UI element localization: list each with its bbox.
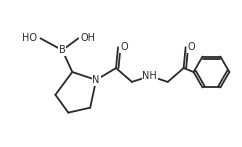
Text: B: B [59, 45, 66, 55]
Text: OH: OH [80, 33, 95, 43]
Text: NH: NH [143, 71, 157, 81]
Text: HO: HO [23, 33, 38, 43]
Text: O: O [120, 42, 128, 52]
Text: O: O [188, 42, 195, 52]
Text: N: N [92, 75, 100, 85]
